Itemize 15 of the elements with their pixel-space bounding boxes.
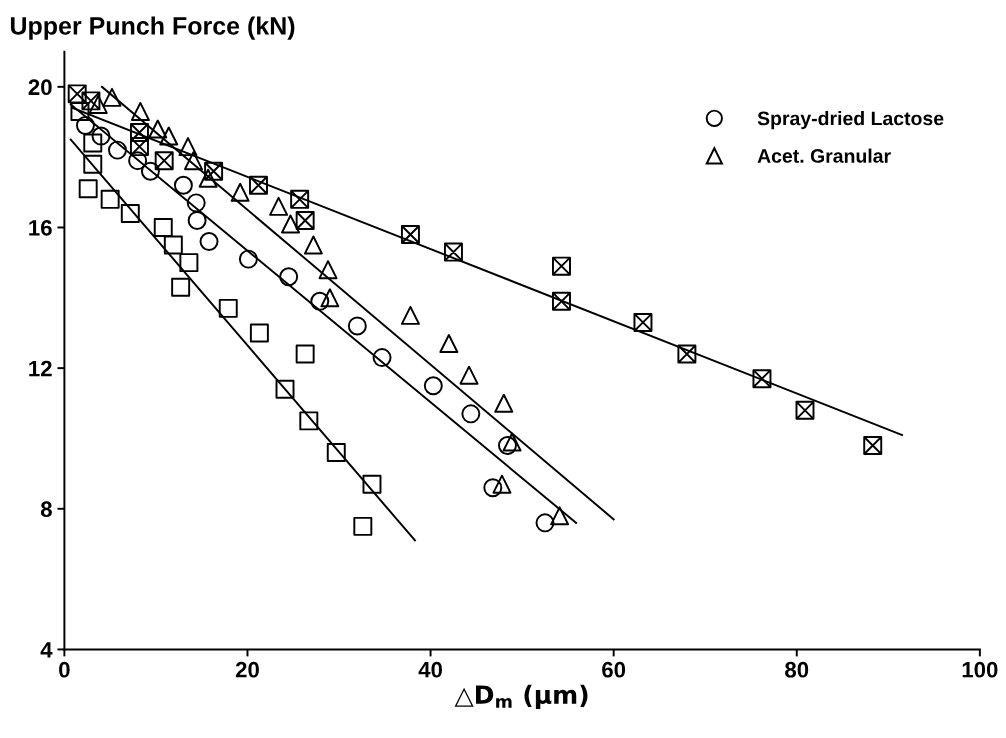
x-axis-title: △D$_{m}$ (μm): [454, 684, 588, 709]
x-tick-label: 80: [785, 661, 809, 678]
y-axis-title: Upper Punch Force (kN): [10, 16, 295, 40]
x-tick-label: 0: [59, 661, 70, 678]
y-tick-label: 8: [40, 501, 52, 518]
y-tick-label: 12: [29, 360, 52, 377]
y-tick-label: 20: [28, 79, 52, 96]
x-tick-label: 100: [962, 661, 998, 678]
x-tick-label: 20: [235, 661, 259, 678]
legend-label: Acet. Granular: [757, 148, 891, 163]
y-tick-label: 16: [29, 220, 52, 236]
legend-label: Spray-dried Lactose: [757, 111, 944, 130]
x-tick-label: 60: [602, 661, 626, 678]
y-tick-label: 4: [40, 642, 53, 658]
x-tick-label: 40: [418, 661, 443, 678]
